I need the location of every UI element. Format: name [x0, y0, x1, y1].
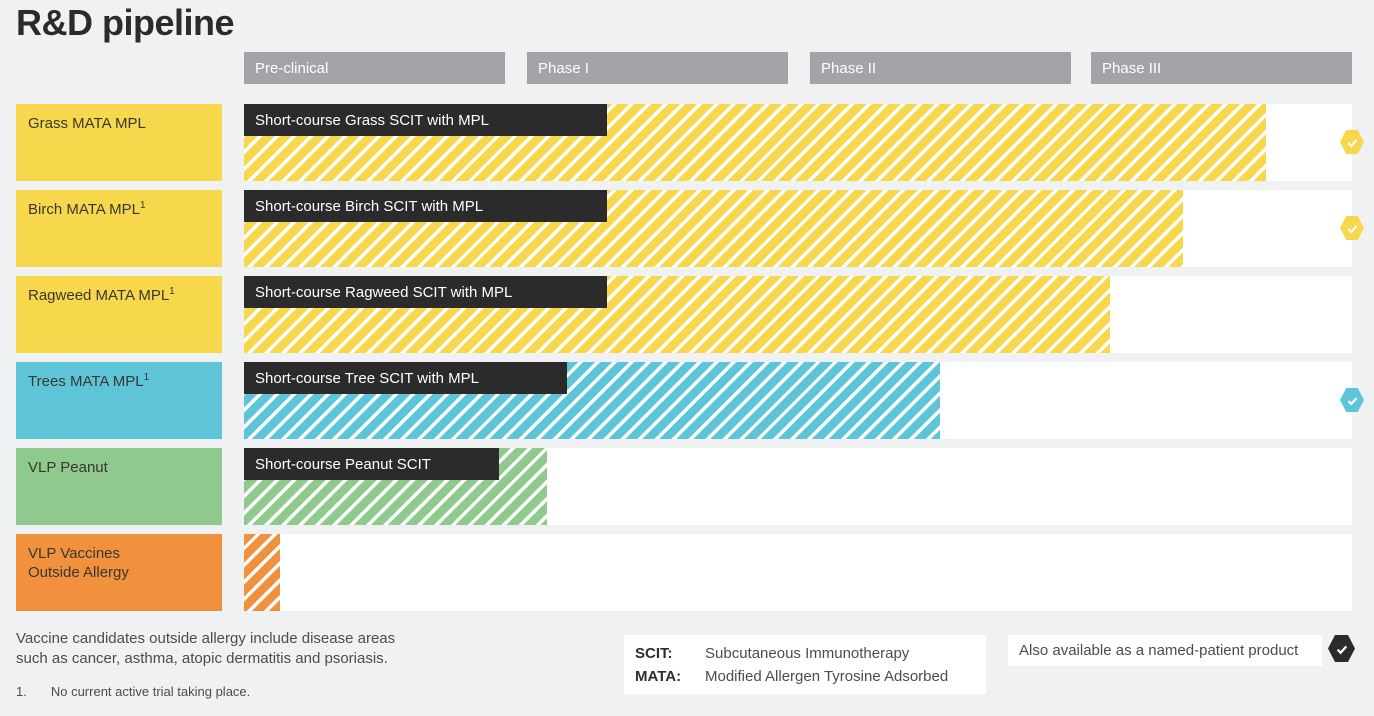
row-label-text: Ragweed MATA MPL [28, 287, 170, 304]
legend-definition: Subcutaneous Immunotherapy [705, 645, 910, 662]
progress-track: Short-course Peanut SCIT [244, 448, 1352, 525]
check-icon [1336, 645, 1347, 654]
row-label-text: VLP Peanut [28, 459, 108, 476]
check-icon [1347, 396, 1357, 405]
progress-track: Short-course Ragweed SCIT with MPL [244, 276, 1352, 353]
candidate-label-bar: Short-course Birch SCIT with MPL [244, 190, 607, 222]
row-label-footnote-ref: 1 [139, 200, 146, 211]
row-label-text: VLP Vaccines Outside Allergy [28, 545, 129, 581]
legend-definition: Modified Allergen Tyrosine Adsorbed [705, 668, 949, 685]
legend-box: SCIT: Subcutaneous Immunotherapy MATA: M… [624, 635, 986, 694]
phase-label: Phase I [538, 59, 589, 77]
candidate-label: Short-course Ragweed SCIT with MPL [255, 283, 513, 301]
page-title: R&D pipeline [16, 2, 235, 43]
phase-header-pre-clinical: Pre-clinical [244, 52, 505, 84]
row-label: Birch MATA MPL1 [16, 190, 222, 267]
candidate-label-bar: Short-course Ragweed SCIT with MPL [244, 276, 607, 308]
row-label: Trees MATA MPL1 [16, 362, 222, 439]
footnote-marker: 1. [16, 684, 27, 699]
candidate-label-bar: Short-course Grass SCIT with MPL [244, 104, 607, 136]
progress-track: Short-course Grass SCIT with MPL [244, 104, 1352, 181]
phase-header-phase-i: Phase I [527, 52, 788, 84]
row-label-footnote-ref: 1 [143, 372, 150, 383]
legend-term: SCIT: [635, 645, 673, 662]
legend-term: MATA: [635, 668, 682, 685]
progress-track: Short-course Tree SCIT with MPL [244, 362, 1352, 439]
phase-header-phase-iii: Phase III [1091, 52, 1352, 84]
phase-label: Pre-clinical [255, 59, 329, 77]
footnote: 1. No current active trial taking place. [16, 684, 250, 699]
progress-track [244, 534, 1352, 611]
row-label-text: Grass MATA MPL [28, 115, 146, 132]
phase-header-phase-ii: Phase II [810, 52, 1071, 84]
row-label: Ragweed MATA MPL1 [16, 276, 222, 353]
row-label: VLP Vaccines Outside Allergy [16, 534, 222, 611]
check-icon [1347, 138, 1357, 147]
candidate-label-bar: Short-course Tree SCIT with MPL [244, 362, 567, 394]
candidate-label: Short-course Peanut SCIT [255, 455, 431, 473]
row-label-footnote-ref: 1 [169, 286, 175, 297]
candidate-label: Short-course Grass SCIT with MPL [255, 111, 489, 129]
candidate-label: Short-course Birch SCIT with MPL [255, 197, 484, 215]
phase-label: Phase II [821, 59, 877, 77]
row-label: VLP Peanut [16, 448, 222, 525]
phase-label: Phase III [1102, 59, 1162, 77]
footer-note: Vaccine candidates outside allergy inclu… [16, 630, 396, 667]
named-patient-check-badge [1328, 635, 1355, 662]
footnote-text: No current active trial taking place. [50, 684, 251, 699]
row-label-text: Trees MATA MPL [28, 373, 144, 390]
row-label-text: Birch MATA MPL [28, 201, 140, 218]
candidate-label-bar: Short-course Peanut SCIT [244, 448, 499, 480]
legend-item: MATA: Modified Allergen Tyrosine Adsorbe… [635, 665, 986, 688]
legend-item: SCIT: Subcutaneous Immunotherapy [635, 642, 986, 665]
progress-track: Short-course Birch SCIT with MPL [244, 190, 1352, 267]
check-icon [1347, 224, 1357, 233]
candidate-label: Short-course Tree SCIT with MPL [255, 369, 479, 387]
progress-bar [244, 534, 280, 611]
row-label: Grass MATA MPL [16, 104, 222, 181]
named-patient-note: Also available as a named-patient produc… [1008, 635, 1322, 666]
